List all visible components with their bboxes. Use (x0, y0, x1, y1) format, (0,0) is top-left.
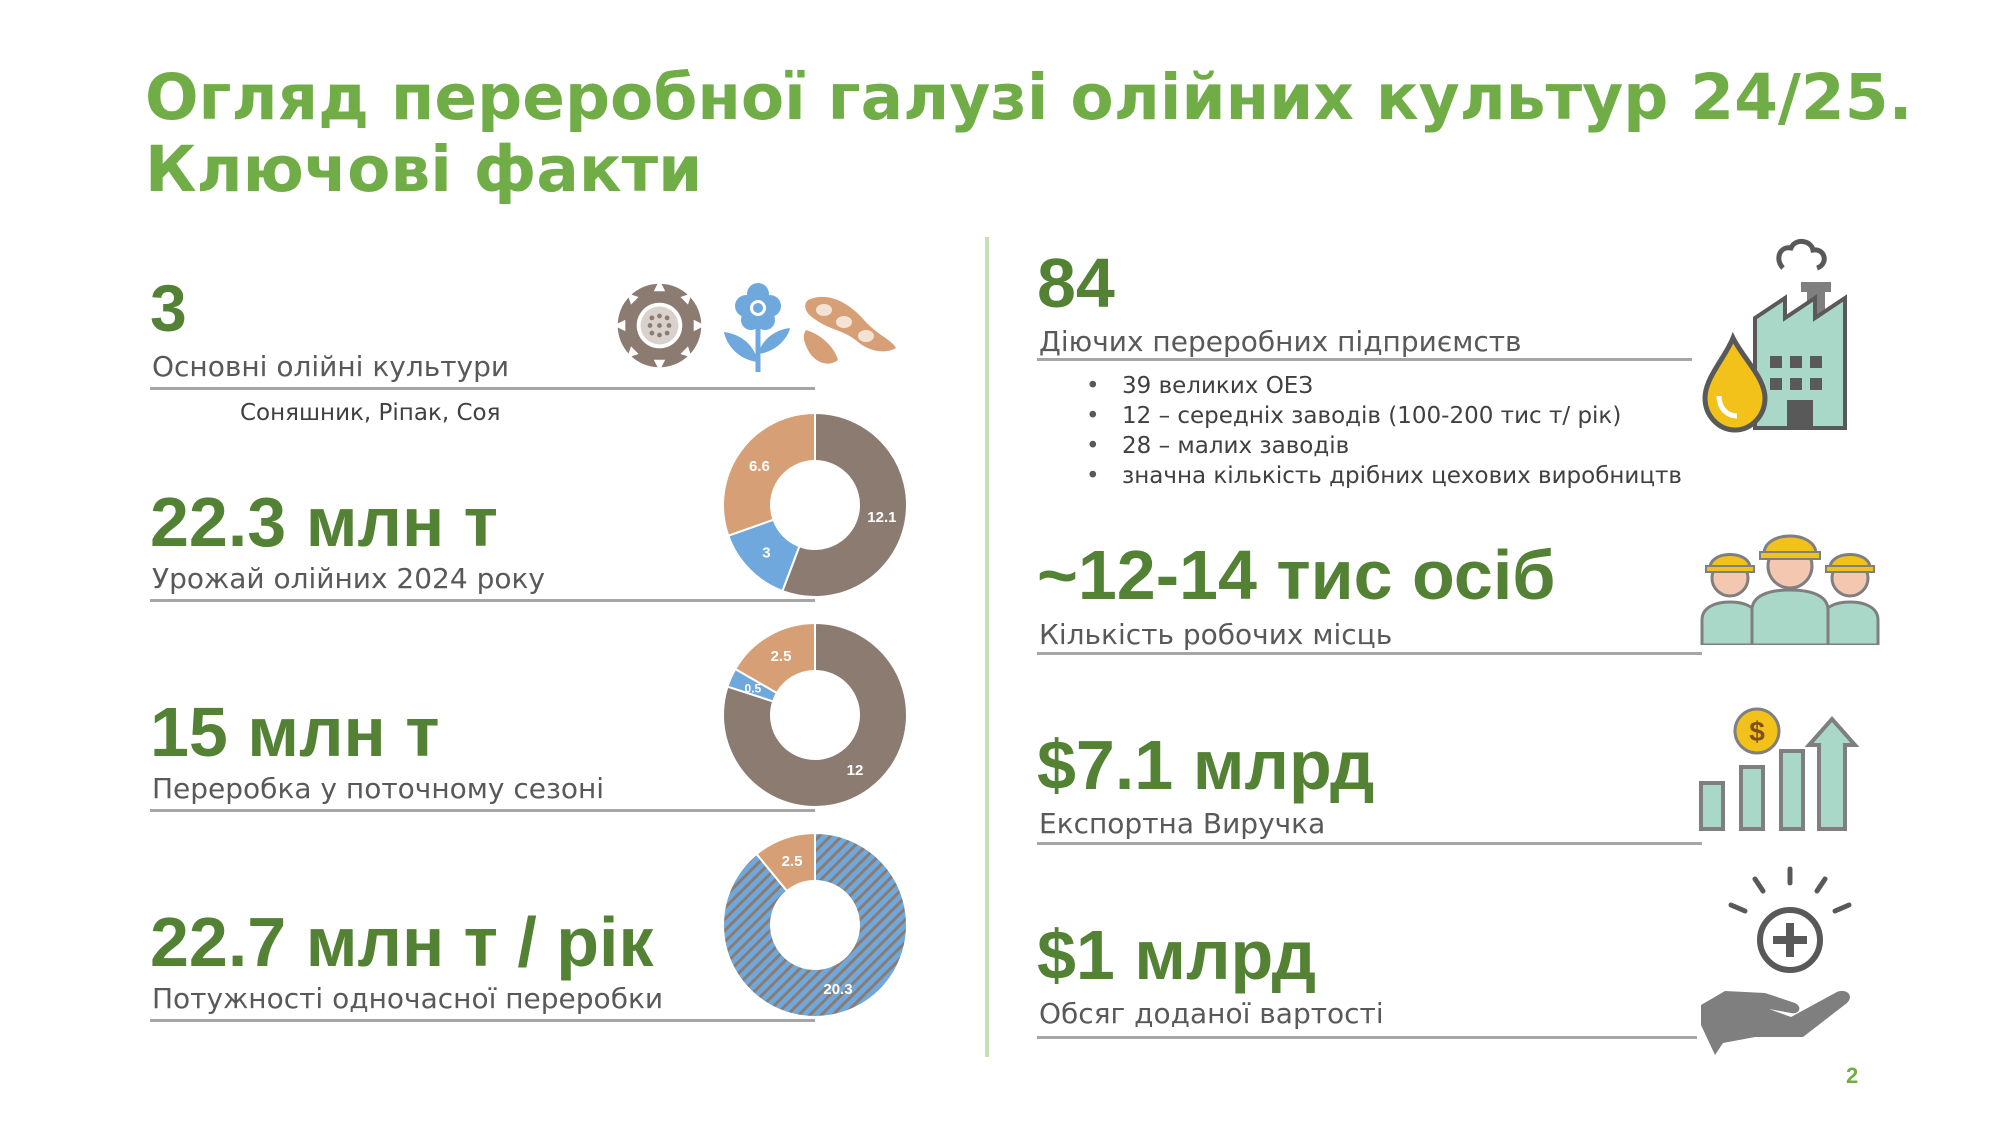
capacity-donut-chart: 20.3 2.5 (722, 831, 908, 1018)
enterprises-list: 39 великих ОЕЗ 12 – середніх заводів (10… (1086, 371, 1682, 491)
enterprises-value: 84 (1037, 244, 1115, 322)
enterprises-rule (1037, 358, 1692, 361)
donut-slice (755, 831, 816, 893)
donut-data-label: 12 (847, 762, 864, 779)
export-label: Експортна Виручка (1039, 807, 1326, 840)
processing-label: Переробка у поточному сезоні (152, 772, 605, 805)
jobs-value: ~12-14 тис осіб (1037, 536, 1556, 614)
page-number: 2 (1846, 1063, 1859, 1088)
hand-plus-icon (1701, 866, 1852, 1055)
workers-icon (1700, 534, 1880, 645)
factory-oil-icon (1702, 239, 1847, 433)
processing-rule (150, 809, 815, 812)
capacity-rule (150, 1019, 815, 1022)
added-value-label: Обсяг доданої вартості (1039, 997, 1384, 1030)
donut-data-label: 0.5 (745, 681, 762, 695)
harvest-label: Урожай олійних 2024 року (152, 562, 545, 595)
donut-slice (722, 831, 908, 1018)
list-item: значна кількість дрібних цехових виробни… (1086, 461, 1682, 491)
capacity-value: 22.7 млн т / рік (150, 903, 654, 981)
crops-label: Основні олійні культури (152, 350, 510, 383)
slide-title: Огляд переробної галузі олійних культур … (145, 62, 1945, 206)
flower-icon (724, 283, 790, 372)
processing-value: 15 млн т (150, 693, 440, 771)
list-item: 12 – середніх заводів (100-200 тис т/ рі… (1086, 401, 1682, 431)
donut-data-label: 2.5 (771, 648, 792, 665)
crops-value: 3 (150, 271, 187, 345)
donut-slice (733, 621, 816, 695)
capacity-label: Потужності одночасної переробки (152, 982, 664, 1015)
added-value-rule (1037, 1036, 1697, 1039)
donut-data-label: 12.1 (867, 509, 896, 526)
donut-data-label: 20.3 (823, 981, 852, 998)
processing-donut-chart: 12 0.5 2.5 (722, 621, 908, 808)
revenue-chart-icon: $ (1699, 707, 1860, 831)
donut-data-label: 6.6 (749, 458, 770, 475)
enterprises-label: Діючих переробних підприємств (1039, 325, 1522, 358)
export-value: $7.1 млрд (1037, 726, 1375, 804)
added-value-value: $1 млрд (1037, 916, 1317, 994)
harvest-value: 22.3 млн т (150, 483, 498, 561)
jobs-rule (1037, 652, 1702, 655)
dollar-glyph: $ (1749, 716, 1765, 747)
donut-slice (722, 411, 816, 537)
donut-slice (722, 621, 908, 808)
jobs-label: Кількість робочих місць (1039, 618, 1393, 651)
donut-slice (781, 411, 908, 598)
list-item: 39 великих ОЕЗ (1086, 371, 1682, 401)
harvest-donut-chart: 12.1 3 6.6 (722, 411, 908, 598)
crops-rule (150, 387, 815, 390)
donut-data-label: 3 (762, 545, 770, 562)
export-rule (1037, 842, 1702, 845)
donut-data-label: 2.5 (782, 853, 803, 870)
title-line-1: Огляд переробної галузі олійних культур … (145, 61, 1913, 134)
title-line-2: Ключові факти (145, 133, 703, 206)
list-item: 28 – малих заводів (1086, 431, 1682, 461)
soybean-icon (803, 296, 896, 364)
crops-detail: Соняшник, Ріпак, Соя (240, 400, 501, 426)
sunflower-icon (613, 279, 706, 372)
harvest-rule (150, 599, 815, 602)
column-divider (985, 237, 989, 1057)
